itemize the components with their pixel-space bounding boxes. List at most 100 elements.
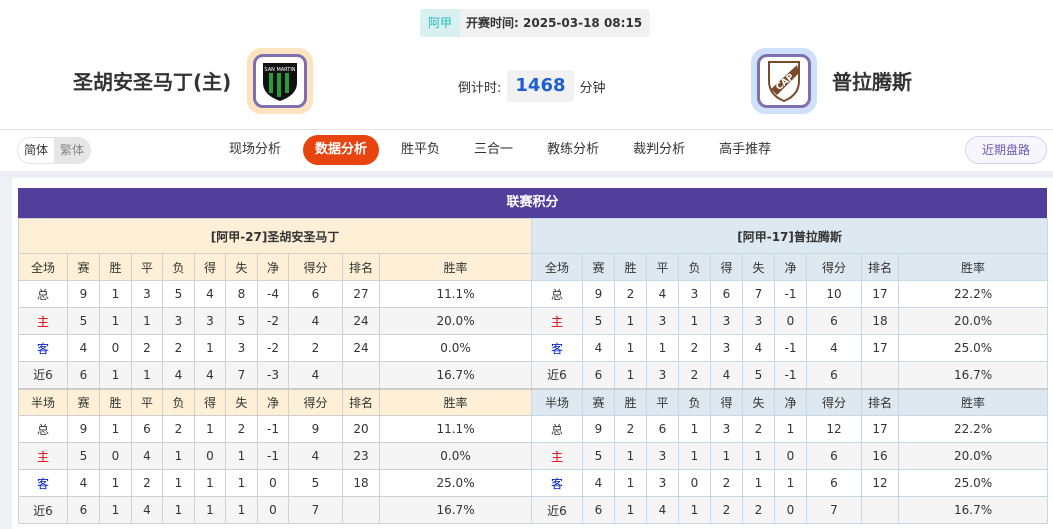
stat-cell: 2 [742, 496, 775, 524]
away-team-name[interactable]: 普拉腾斯 [832, 70, 912, 94]
stat-cell: 4 [288, 361, 343, 389]
stat-cell: 7 [225, 361, 258, 389]
home-team-logo[interactable]: SAN MARTIN [247, 48, 313, 114]
stat-cell: 6 [806, 361, 862, 389]
away-team-logo[interactable]: CAP [751, 48, 817, 114]
stat-cell: 6 [646, 415, 679, 443]
stat-cell: 5 [288, 469, 343, 497]
away-standings-table: [阿甲-17]普拉腾斯 全场赛胜平负得失净得分 排名 胜率总 9 2 4 3 6 7 -1 10 17 2… [530, 218, 1049, 524]
stat-cell [861, 361, 899, 389]
table-row: 客 4 1 1 2 3 4 -1 4 17 25.0% [531, 334, 1049, 362]
stat-cell: 2 [742, 415, 775, 443]
column-header: 胜率 [897, 387, 1049, 416]
column-header: 得 [194, 387, 226, 416]
column-header: 得 [194, 253, 226, 281]
stat-cell: 6 [710, 280, 743, 308]
stat-cell: 0 [194, 442, 226, 470]
stat-cell: 1 [678, 442, 711, 470]
home-team-name[interactable]: 圣胡安圣马丁(主) [73, 70, 232, 94]
recent-handicap-button[interactable]: 近期盘路 [965, 136, 1047, 164]
table-row: 近6 6 1 1 4 4 7 -3 4 16.7% [18, 361, 533, 389]
column-header: 胜 [99, 253, 132, 281]
column-header: 胜 [614, 253, 647, 281]
stat-cell: 4 [131, 442, 163, 470]
row-label: 总 [531, 280, 583, 308]
stat-cell: 0 [774, 307, 807, 335]
stat-cell: 4 [194, 361, 226, 389]
stat-cell: -1 [257, 415, 289, 443]
tab-0[interactable]: 现场分析 [229, 142, 282, 157]
countdown-unit: 分钟 [579, 80, 606, 96]
column-header: 负 [678, 387, 711, 416]
tab-4[interactable]: 教练分析 [547, 142, 600, 157]
stat-cell: 3 [646, 469, 679, 497]
stat-cell: 6 [131, 415, 163, 443]
stat-cell: 6 [67, 361, 100, 389]
stat-cell: 12 [806, 415, 862, 443]
stat-cell: 10 [806, 280, 862, 308]
stat-cell: 25.0% [897, 334, 1049, 362]
row-label: 主 [18, 442, 68, 470]
stat-cell: 1 [646, 334, 679, 362]
stat-cell: 1 [225, 442, 258, 470]
kickoff-time: 2025-03-18 08:15 [523, 16, 643, 30]
stat-cell: 2 [710, 496, 743, 524]
stat-cell: 4 [67, 334, 100, 362]
header-row: 全场赛胜平负得失净得分 排名 胜率 [18, 253, 533, 281]
column-header: 失 [225, 253, 258, 281]
column-header: 半场 [531, 387, 583, 416]
stat-cell: 0 [257, 496, 289, 524]
stat-cell: 1 [225, 469, 258, 497]
stat-cell: 1 [742, 469, 775, 497]
row-label: 近6 [18, 496, 68, 524]
stat-cell: -3 [257, 361, 289, 389]
column-header: 胜 [614, 387, 647, 416]
stat-cell: 1 [614, 469, 647, 497]
stat-cell: 1 [678, 307, 711, 335]
stat-cell: 16.7% [378, 361, 533, 389]
stat-cell: 1 [162, 496, 195, 524]
stat-cell: 2 [131, 334, 163, 362]
row-label: 主 [531, 442, 583, 470]
table-row: 总 9 2 4 3 6 7 -1 10 17 22.2% [531, 280, 1049, 308]
stat-cell: 17 [861, 280, 899, 308]
stat-cell: 20.0% [378, 307, 533, 335]
shield-icon: CAP [768, 61, 800, 103]
stat-cell: 0 [774, 496, 807, 524]
row-label: 客 [18, 469, 68, 497]
lang-traditional[interactable]: 繁体 [54, 138, 91, 163]
stat-cell: 20.0% [897, 442, 1049, 470]
stat-cell: 1 [710, 442, 743, 470]
standings-title: 联赛积分 [18, 188, 1047, 218]
stat-cell: 2 [225, 415, 258, 443]
stat-cell [342, 496, 380, 524]
tab-3[interactable]: 三合一 [474, 142, 514, 157]
table-row: 客 4 1 2 1 1 1 0 5 18 25.0% [18, 469, 533, 497]
column-header: 胜率 [897, 253, 1049, 281]
tab-1[interactable]: 数据分析 [303, 135, 380, 165]
stat-cell: 0 [774, 442, 807, 470]
stat-cell: 11.1% [378, 415, 533, 443]
tab-5[interactable]: 裁判分析 [633, 142, 686, 157]
stat-cell: 9 [288, 415, 343, 443]
stat-cell: 4 [162, 361, 195, 389]
column-header: 净 [774, 253, 807, 281]
stat-cell: 16.7% [897, 361, 1049, 389]
lang-simplified[interactable]: 简体 [24, 143, 49, 157]
stat-cell: 4 [67, 469, 100, 497]
svg-text:SAN MARTIN: SAN MARTIN [264, 67, 295, 73]
column-header: 负 [678, 253, 711, 281]
language-toggle[interactable]: 简体 繁体 [17, 137, 92, 164]
column-header: 得 [710, 387, 743, 416]
table-row: 近6 6 1 3 2 4 5 -1 6 16.7% [531, 361, 1049, 389]
stat-cell: 5 [162, 280, 195, 308]
tab-6[interactable]: 高手推荐 [719, 142, 772, 157]
stat-cell: 1 [131, 307, 163, 335]
league-tag: 阿甲 [420, 9, 461, 37]
stat-cell: 24 [342, 334, 380, 362]
tab-2[interactable]: 胜平负 [401, 142, 441, 157]
table-row: 主 5 1 3 1 1 1 0 6 16 20.0% [531, 442, 1049, 470]
stat-cell: 1 [614, 442, 647, 470]
stat-cell: 1 [678, 415, 711, 443]
table-row: 近6 6 1 4 1 1 1 0 7 16.7% [18, 496, 533, 524]
